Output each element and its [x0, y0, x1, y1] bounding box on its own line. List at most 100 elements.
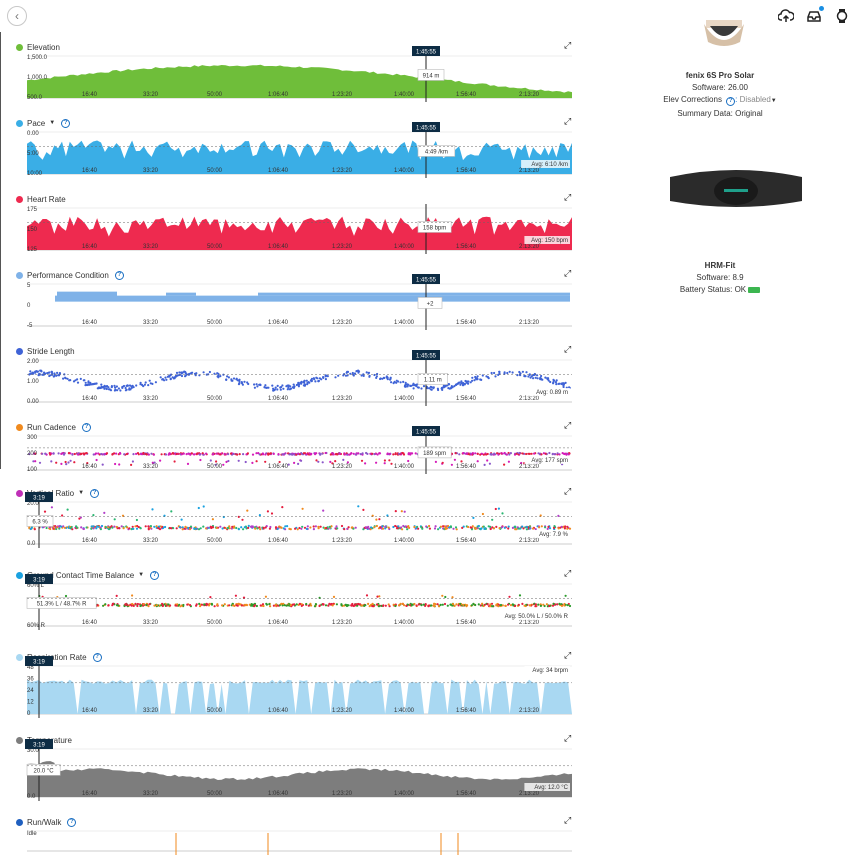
help-icon[interactable]: ?: [67, 817, 77, 827]
data-point: [497, 605, 500, 608]
expand-icon[interactable]: ⤢: [564, 420, 572, 430]
data-point: [268, 452, 271, 455]
data-point: [124, 386, 127, 390]
chart-header: Stride Length: [16, 344, 75, 358]
x-tick-label: 1:56:40: [456, 320, 477, 326]
data-point: [286, 604, 290, 607]
sensor-panel: HRM-Fit Software: 8.9 Battery Status: OK: [620, 261, 820, 294]
chart-plot[interactable]: Idle: [0, 815, 580, 857]
data-point: [238, 380, 241, 383]
data-point: [182, 603, 185, 607]
avg-label: Avg: 7.9 %: [539, 532, 569, 538]
chevron-down-icon[interactable]: ▼: [770, 98, 777, 104]
data-point: [439, 603, 442, 606]
battery-status: Battery Status: OK: [620, 285, 820, 294]
chart-plot[interactable]: 175 150 125 16:40 33:20 50:00 1:06:40 1:23:20 1:…: [0, 192, 580, 256]
help-icon[interactable]: ?: [61, 118, 71, 128]
watch-icon[interactable]: [834, 8, 850, 24]
data-point: [237, 528, 240, 531]
data-point: [525, 603, 528, 606]
data-point: [259, 528, 262, 531]
expand-icon[interactable]: ⤢: [564, 733, 572, 743]
expand-icon[interactable]: ⤢: [564, 568, 572, 578]
x-tick-label: 1:06:40: [268, 464, 289, 470]
back-button[interactable]: ‹: [7, 6, 27, 26]
expand-icon[interactable]: ⤢: [564, 650, 572, 660]
data-point: [428, 527, 431, 530]
data-point: [472, 516, 475, 519]
data-point: [298, 526, 301, 530]
y-tick-label: 100: [27, 467, 38, 473]
data-point: [71, 453, 74, 456]
chart-plot[interactable]: 2.00 1.00 0.00 16:40 33:20 50:00 1:06:40 1:23:2…: [0, 344, 580, 408]
data-point: [407, 525, 410, 528]
x-tick-label: 33:20: [143, 620, 159, 626]
data-point: [268, 527, 271, 530]
x-tick-label: 1:23:20: [332, 620, 353, 626]
help-icon[interactable]: ?: [150, 570, 160, 580]
chart-plot[interactable]: 60% L 60% R 16:40 33:20 50:00 1:06:40 1:23:20 1…: [0, 568, 580, 632]
data-point: [336, 527, 339, 530]
data-point: [461, 383, 464, 387]
expand-icon[interactable]: ⤢: [564, 116, 572, 126]
help-icon[interactable]: ?: [114, 270, 124, 280]
data-point: [370, 526, 373, 529]
x-tick-label: 16:40: [82, 538, 98, 544]
chevron-down-icon[interactable]: ▼: [49, 120, 56, 126]
avg-label-bg: [527, 388, 570, 396]
expand-icon[interactable]: ⤢: [564, 40, 572, 50]
data-point: [301, 453, 304, 456]
chart-plot[interactable]: 300 200 100 16:40 33:20 50:00 1:06:40 1:23:20 1:…: [0, 420, 580, 476]
data-point: [362, 528, 365, 531]
data-point: [479, 604, 482, 607]
upload-cloud-icon[interactable]: [777, 8, 795, 24]
chart-plot[interactable]: 0.00 5:00 10:00 16:40 33:20 50:00 1:06:40 1:23:…: [0, 116, 580, 180]
chart-plot[interactable]: 20.010.00.016:4033:2050:001:06:401:23:20…: [0, 486, 580, 550]
data-point: [135, 452, 138, 455]
expand-icon[interactable]: ⤢: [564, 268, 572, 278]
data-point: [142, 603, 145, 606]
tooltip-value: 6.3 %: [32, 519, 48, 525]
data-point: [115, 594, 118, 597]
data-point: [525, 371, 528, 374]
data-point: [287, 463, 290, 466]
elev-corrections-value[interactable]: Disabled: [739, 95, 771, 104]
chart-plot[interactable]: 5 0 -5 16:40 33:20 50:00 1:06:40 1:23:20 1:40:00…: [0, 268, 580, 332]
data-point: [472, 602, 475, 605]
data-point: [240, 604, 243, 607]
expand-icon[interactable]: ⤢: [564, 344, 572, 354]
data-point: [140, 604, 143, 607]
data-point: [320, 378, 323, 381]
data-point: [171, 452, 174, 455]
expand-icon[interactable]: ⤢: [564, 815, 572, 825]
data-point: [552, 602, 555, 605]
cursor-time-badge: [412, 122, 440, 132]
chart-plot[interactable]: 48 36 24 12 0 16:40 33:20 50:00 1:06:40 1:23:20 1:…: [0, 650, 580, 720]
help-icon[interactable]: ?: [92, 652, 102, 662]
chevron-down-icon[interactable]: ▼: [138, 572, 145, 578]
help-icon[interactable]: ?: [726, 96, 736, 106]
data-point: [242, 596, 246, 599]
data-point: [437, 604, 440, 608]
chevron-down-icon[interactable]: ▼: [78, 490, 85, 496]
data-point: [79, 377, 82, 380]
series-bar: [166, 292, 196, 296]
chart-plot[interactable]: 30.015.00.016:4033:2050:001:06:401:23:20…: [0, 733, 580, 803]
data-point: [297, 385, 300, 388]
expand-icon[interactable]: ⤢: [564, 486, 572, 496]
data-point: [80, 526, 83, 529]
data-point: [547, 525, 550, 528]
data-point: [215, 452, 218, 455]
data-point: [471, 379, 474, 382]
data-point: [534, 603, 538, 606]
data-point: [203, 603, 206, 606]
value-tooltip: [26, 764, 61, 776]
inbox-icon[interactable]: [806, 6, 824, 24]
help-icon[interactable]: ?: [81, 422, 91, 432]
help-icon[interactable]: ?: [90, 488, 100, 498]
data-point: [387, 603, 390, 606]
data-point: [401, 528, 404, 531]
data-point: [271, 384, 274, 387]
expand-icon[interactable]: ⤢: [564, 192, 572, 202]
chart-plot[interactable]: 1,500.0 1,000.0 500.0 16:40 33:20 50:00 1:06:4…: [0, 40, 580, 104]
